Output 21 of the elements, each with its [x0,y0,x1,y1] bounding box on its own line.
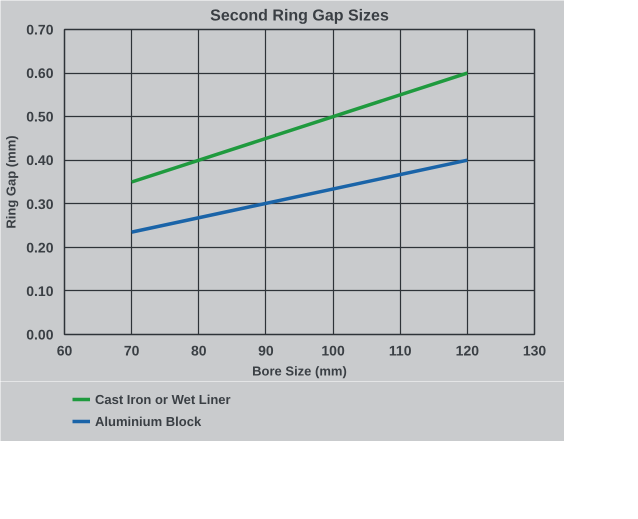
x-axis-title: Bore Size (mm) [252,364,347,378]
x-tick-label: 120 [456,342,480,358]
x-tick-label: 60 [56,342,72,358]
legend-label: Aluminium Block [95,414,202,428]
y-tick-label: 0.50 [26,108,54,125]
x-tick-label: 90 [258,342,274,358]
y-tick-label: 0.40 [26,152,54,168]
legend-label: Cast Iron or Wet Liner [95,392,231,406]
y-tick-label: 0.10 [26,282,54,299]
y-tick-label: 0.30 [26,196,54,212]
x-tick-label: 80 [191,342,207,358]
y-tick-label: 0.70 [26,22,54,38]
x-tick-label: 100 [321,342,345,358]
chart-title: Second Ring Gap Sizes [210,8,389,24]
y-tick-label: 0.60 [26,65,54,82]
y-tick-label: 0.20 [26,239,54,256]
x-tick-label: 110 [388,342,412,358]
x-tick-label: 130 [522,342,546,358]
y-tick-label: 0.00 [26,326,54,342]
y-axis-title: Ring Gap (mm) [3,135,18,229]
x-tick-label: 70 [124,342,140,358]
